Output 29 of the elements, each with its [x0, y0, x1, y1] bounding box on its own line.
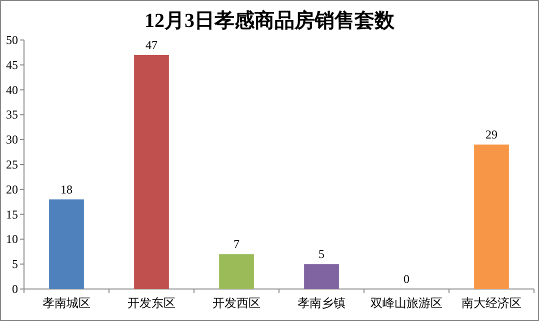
- x-tick-label: 双峰山旅游区: [370, 296, 442, 310]
- bar: [474, 144, 509, 289]
- y-tick-label: 20: [6, 182, 18, 196]
- bar: [134, 54, 169, 289]
- y-tick-label: 10: [6, 232, 18, 246]
- x-tick-label: 南大经济区: [462, 296, 522, 310]
- data-label: 18: [60, 182, 72, 196]
- y-tick-label: 45: [6, 58, 18, 72]
- x-tick-label: 开发西区: [212, 296, 260, 310]
- y-tick-label: 0: [12, 282, 18, 296]
- y-tick-label: 50: [6, 33, 18, 47]
- bar: [219, 254, 254, 289]
- y-tick-label: 40: [6, 82, 18, 97]
- chart-title: 12月3日孝感商品房销售套数: [144, 9, 396, 32]
- y-tick-label: 15: [6, 207, 18, 222]
- data-label: 29: [486, 128, 498, 142]
- y-tick-label: 30: [6, 132, 18, 147]
- x-tick-label: 孝南城区: [42, 296, 90, 310]
- bar: [304, 264, 339, 289]
- data-label: 47: [146, 38, 158, 52]
- data-label: 0: [404, 272, 410, 286]
- x-tick-label: 孝南乡镇: [298, 296, 346, 310]
- x-tick-label: 开发东区: [128, 296, 176, 310]
- y-tick-label: 35: [6, 108, 18, 122]
- bar: [49, 199, 84, 289]
- data-label: 5: [318, 247, 324, 262]
- y-tick-label: 5: [12, 257, 18, 272]
- y-tick-label: 25: [6, 158, 18, 172]
- data-label: 7: [234, 237, 240, 252]
